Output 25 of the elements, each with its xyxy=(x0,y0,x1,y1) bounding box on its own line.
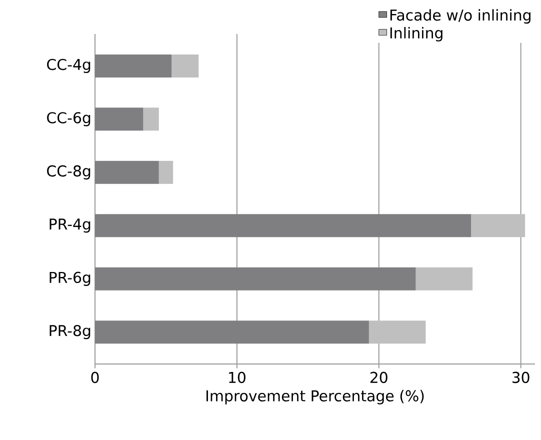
bar xyxy=(95,108,144,131)
y-tick-label: PR-6g xyxy=(50,272,90,286)
bar xyxy=(95,320,369,344)
y-tick-label: PR-8g xyxy=(50,324,90,340)
bar xyxy=(172,54,199,78)
y-tick-label: CC-4g xyxy=(47,58,90,74)
bar xyxy=(368,320,426,344)
x-tick-label: 20 xyxy=(370,372,388,384)
x-tick-label: 10 xyxy=(229,372,246,384)
x-tick-label: 30 xyxy=(512,372,530,384)
legend-label: Facade w/o inlining xyxy=(390,9,530,24)
x-axis-title: Improvement Percentage (%) xyxy=(206,390,424,404)
bar xyxy=(95,160,159,184)
y-tick-label: PR-4g xyxy=(50,218,90,233)
legend-label: Inlining xyxy=(390,26,442,42)
bar xyxy=(95,54,172,78)
bar xyxy=(416,267,473,290)
bar xyxy=(471,214,526,238)
bar xyxy=(158,160,174,184)
y-tick-label: CC-6g xyxy=(47,112,90,126)
bar xyxy=(143,108,159,131)
bar xyxy=(95,214,472,238)
y-tick-label: CC-8g xyxy=(47,165,90,180)
x-tick-label: 0 xyxy=(91,372,99,384)
bar xyxy=(95,267,416,290)
